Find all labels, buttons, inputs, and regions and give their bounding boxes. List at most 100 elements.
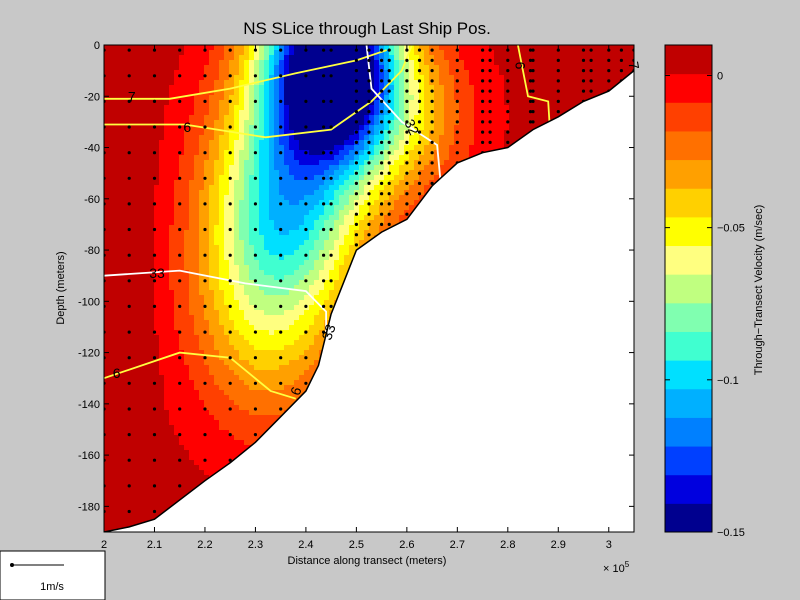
station-point <box>405 69 409 73</box>
station-point <box>405 130 409 134</box>
station-point <box>228 253 232 257</box>
station-point <box>178 330 182 334</box>
station-point <box>556 58 560 63</box>
station-point <box>367 69 371 73</box>
station-point <box>488 110 492 114</box>
station-point <box>528 89 533 93</box>
station-point <box>367 233 371 237</box>
station-point <box>387 202 391 206</box>
station-point <box>488 130 492 134</box>
colorbar-frame <box>664 44 713 533</box>
station-point <box>405 212 409 216</box>
station-point <box>506 120 510 124</box>
colorbar-tick-label: 0 <box>717 70 723 82</box>
station-point <box>387 130 391 134</box>
station-point <box>127 74 131 78</box>
station-point <box>430 120 434 124</box>
station-point <box>354 233 358 237</box>
colorbar <box>665 45 712 533</box>
station-point <box>228 99 232 103</box>
station-point <box>488 99 492 103</box>
station-point <box>329 176 333 180</box>
station-point <box>127 125 131 129</box>
station-point <box>304 48 308 52</box>
station-point <box>481 69 485 73</box>
plot-frame <box>103 44 635 533</box>
station-point <box>367 202 371 206</box>
station-point <box>455 110 459 114</box>
station-point <box>380 181 384 185</box>
station-points <box>104 48 634 514</box>
station-point <box>322 176 326 180</box>
station-point <box>228 381 232 385</box>
station-point <box>405 99 409 103</box>
station-point <box>556 79 560 83</box>
station-point <box>279 253 283 257</box>
station-point <box>430 181 434 185</box>
x-tick-label: 2 <box>101 539 107 551</box>
station-point <box>127 356 131 360</box>
station-point <box>127 304 131 308</box>
station-point <box>152 304 157 308</box>
station-point <box>178 484 182 488</box>
station-point <box>127 48 131 52</box>
station-point <box>387 48 391 52</box>
station-point <box>322 279 326 283</box>
station-point <box>304 125 308 129</box>
station-point <box>380 140 384 144</box>
x-tick-label: 2.8 <box>500 539 515 551</box>
station-point <box>506 89 510 93</box>
station-point <box>152 509 157 514</box>
station-point <box>203 253 207 257</box>
colorbar-bin <box>665 73 712 103</box>
station-point <box>380 89 384 93</box>
station-point <box>329 48 333 52</box>
station-point <box>405 151 409 155</box>
station-point <box>481 58 485 63</box>
station-point <box>455 151 459 155</box>
contour-label: 33 <box>318 322 338 342</box>
station-point <box>329 227 333 232</box>
colorbar-bin <box>665 302 712 332</box>
station-point <box>417 161 422 165</box>
colorbar-bin <box>665 446 712 476</box>
contour-line-33 <box>104 269 328 333</box>
station-point <box>228 330 232 334</box>
station-point <box>354 212 358 216</box>
station-point <box>430 151 434 155</box>
y-tick-label: -140 <box>78 399 100 411</box>
station-point <box>279 74 283 78</box>
station-point <box>632 48 634 52</box>
station-point <box>380 69 384 73</box>
station-point <box>387 161 391 165</box>
station-point <box>481 110 485 114</box>
station-point <box>152 227 157 232</box>
station-point <box>127 227 131 232</box>
station-point <box>203 99 207 103</box>
station-point <box>387 99 391 103</box>
station-point <box>455 48 459 52</box>
station-point <box>253 253 257 257</box>
station-point <box>152 484 157 488</box>
station-point <box>581 48 586 52</box>
station-point <box>367 99 371 103</box>
station-point <box>405 120 409 124</box>
station-point <box>253 99 257 103</box>
station-point <box>531 99 535 103</box>
station-point <box>127 176 131 180</box>
station-point <box>329 125 333 129</box>
colorbar-tick-label: −0.05 <box>717 223 745 235</box>
station-point <box>178 253 182 257</box>
station-point <box>367 89 371 93</box>
station-point <box>581 89 586 93</box>
x-axis-label: Distance along transect (meters) <box>288 555 447 567</box>
y-tick-label: -160 <box>78 450 100 462</box>
station-point <box>531 89 535 93</box>
station-point <box>279 125 283 129</box>
station-point <box>455 58 459 63</box>
station-point <box>417 110 422 114</box>
colorbar-bin <box>665 360 712 390</box>
station-point <box>455 89 459 93</box>
station-point <box>556 99 560 103</box>
station-point <box>354 181 358 185</box>
